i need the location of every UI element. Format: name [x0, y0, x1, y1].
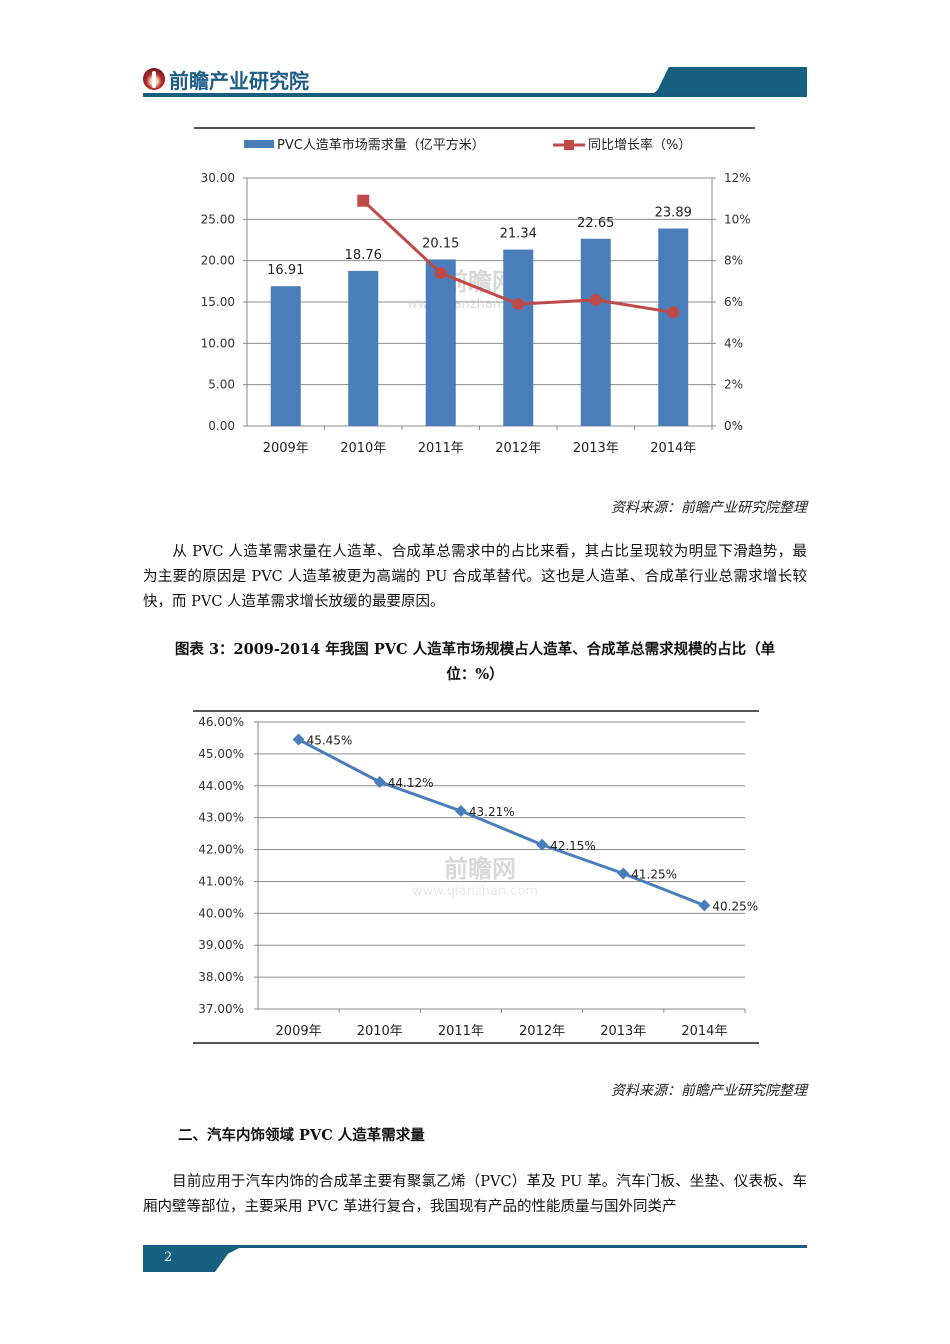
y-tick-right: 8%: [724, 254, 743, 268]
diamond-marker: [373, 775, 386, 788]
y-tick-left: 15.00: [201, 295, 235, 309]
header-rule: [143, 93, 807, 97]
point-label: 41.25%: [631, 867, 677, 881]
line-marker: [434, 267, 447, 280]
diamond-marker: [454, 804, 467, 817]
figure-caption-3: 图表 3：2009-2014 年我国 PVC 人造革市场规模占人造革、合成革总需…: [143, 637, 807, 687]
source-note-1: 资料来源：前瞻产业研究院整理: [611, 500, 807, 516]
y-tick-right: 0%: [724, 419, 743, 433]
x-tick: 2014年: [650, 441, 696, 456]
header-decor-tab: [650, 67, 807, 97]
caption-line-2: 位：%）: [446, 666, 504, 683]
x-tick: 2011年: [418, 441, 464, 456]
diamond-marker: [617, 867, 630, 880]
bar: [503, 249, 534, 426]
y-tick: 40.00%: [198, 906, 244, 920]
y-tick: 41.00%: [198, 874, 244, 888]
x-tick: 2010年: [340, 441, 386, 456]
y-tick: 38.00%: [198, 970, 244, 984]
bar-value-label: 23.89: [655, 206, 692, 221]
x-tick: 2012年: [519, 1024, 565, 1039]
x-tick: 2011年: [438, 1024, 484, 1039]
bar-value-label: 21.34: [500, 227, 537, 242]
y-tick-left: 0.00: [208, 419, 235, 433]
y-tick-right: 6%: [724, 295, 743, 309]
bar: [270, 286, 301, 426]
bar: [348, 270, 379, 426]
chart2-frame-top: [193, 710, 759, 712]
chart2-line: 46.00% 45.00% 44.00% 43.00% 42.00% 41.00% 40.0…: [193, 715, 759, 1044]
legend-line-marker: [564, 140, 574, 150]
y-tick-right: 10%: [724, 212, 751, 226]
qianzhan-logo-icon: [143, 68, 165, 90]
paragraph-1: 从 PVC 人造革需求量在人造革、合成革总需求中的占比来看，其占比呈现较为明显下…: [143, 540, 807, 615]
point-label: 42.15%: [550, 839, 596, 853]
diamond-marker: [698, 899, 711, 912]
point-label: 44.12%: [388, 776, 434, 790]
header-brand: 前瞻产业研究院: [143, 66, 309, 93]
footer-decor-tab: [143, 1246, 243, 1272]
y-tick-left: 5.00: [208, 378, 235, 392]
y-tick-left: 10.00: [201, 336, 235, 350]
bar: [580, 238, 611, 426]
x-tick: 2013年: [573, 441, 619, 456]
line-marker: [357, 194, 370, 207]
y-tick: 44.00%: [198, 779, 244, 793]
y-tick-left: 30.00: [201, 171, 235, 185]
share-line: [297, 738, 705, 907]
brand-name: 前瞻产业研究院: [169, 68, 309, 93]
y-tick: 39.00%: [198, 938, 244, 952]
x-tick: 2014年: [681, 1024, 727, 1039]
x-tick: 2012年: [495, 441, 541, 456]
y-tick-right: 2%: [724, 378, 743, 392]
source-note-2: 资料来源：前瞻产业研究院整理: [611, 1083, 807, 1099]
y-tick-right: 12%: [724, 171, 751, 185]
bar-value-label: 18.76: [345, 248, 382, 263]
paragraph-1-text: 从 PVC 人造革需求量在人造革、合成革总需求中的占比来看，其占比呈现较为明显下…: [143, 544, 807, 610]
diamond-marker: [536, 838, 549, 851]
chart1-combo: PVC人造革市场需求量（亿平方米） 同比增长率（%） 30.00 12% 25.00 10…: [201, 137, 751, 456]
legend-bar-label: PVC人造革市场需求量（亿平方米）: [277, 137, 485, 153]
bar-value-label: 16.91: [267, 263, 304, 278]
line-marker: [589, 293, 602, 306]
x-tick: 2009年: [263, 441, 309, 456]
bar-value-label: 20.15: [422, 236, 459, 251]
y-tick: 37.00%: [198, 1002, 244, 1016]
bar: [425, 259, 456, 426]
y-tick-right: 4%: [724, 336, 743, 350]
x-tick: 2009年: [276, 1024, 322, 1039]
y-tick-left: 20.00: [201, 254, 235, 268]
page-number: 2: [164, 1250, 173, 1265]
watermark: 前瞻网: [444, 855, 516, 883]
chart1-frame-top: [194, 127, 755, 129]
x-tick: 2013年: [600, 1024, 646, 1039]
point-label: 45.45%: [307, 734, 353, 748]
point-label: 40.25%: [712, 899, 758, 913]
y-tick: 46.00%: [198, 715, 244, 729]
caption-line-1: 图表 3：2009-2014 年我国 PVC 人造革市场规模占人造革、合成革总需…: [174, 641, 776, 658]
section-title: 二、汽车内饰领域 PVC 人造革需求量: [178, 1127, 425, 1144]
y-tick: 45.00%: [198, 747, 244, 761]
legend-line-label: 同比增长率（%）: [588, 137, 691, 153]
diamond-marker: [292, 733, 305, 746]
y-tick: 43.00%: [198, 811, 244, 825]
paragraph-2-text: 目前应用于汽车内饰的合成革主要有聚氯乙烯（PVC）革及 PU 革。汽车门板、坐垫…: [143, 1174, 807, 1215]
point-label: 43.21%: [469, 805, 515, 819]
bar-value-label: 22.65: [577, 216, 614, 231]
x-tick: 2010年: [357, 1024, 403, 1039]
line-marker: [512, 298, 525, 311]
y-tick-left: 25.00: [201, 212, 235, 226]
line-marker: [667, 306, 680, 319]
legend-bar-swatch: [244, 140, 274, 148]
footer-rule: [143, 1245, 807, 1248]
bar: [658, 228, 689, 426]
y-tick: 42.00%: [198, 843, 244, 857]
svg-text:www.qianzhan.com: www.qianzhan.com: [412, 884, 538, 899]
paragraph-2: 目前应用于汽车内饰的合成革主要有聚氯乙烯（PVC）革及 PU 革。汽车门板、坐垫…: [143, 1170, 807, 1220]
